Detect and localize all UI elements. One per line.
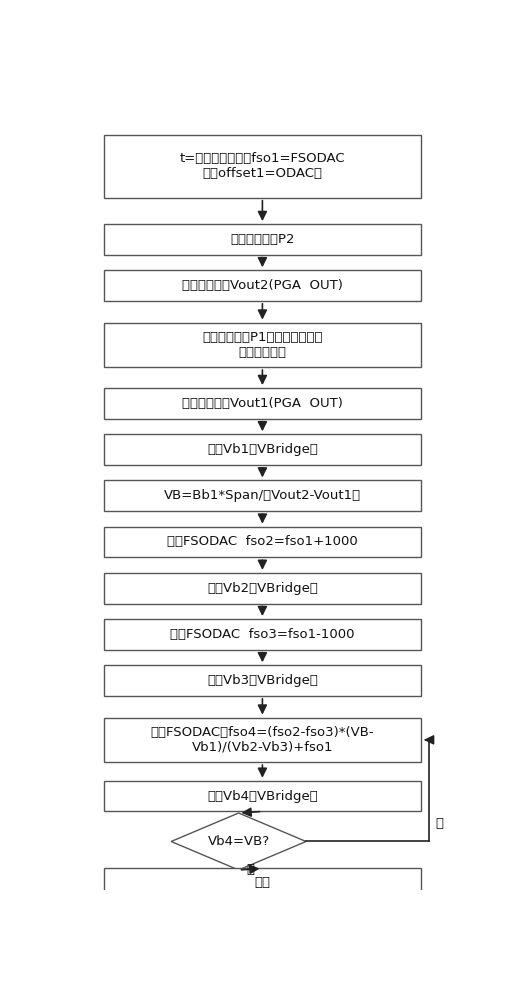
Text: 施加最大压强P2: 施加最大压强P2	[230, 233, 294, 246]
Text: 测量Vb1（VBridge）: 测量Vb1（VBridge）	[207, 443, 318, 456]
FancyBboxPatch shape	[103, 781, 421, 811]
Text: 写入FSODAC，fso4=(fso2-fso3)*(VB-
Vb1)/(Vb2-Vb3)+fso1: 写入FSODAC，fso4=(fso2-fso3)*(VB- Vb1)/(Vb2…	[151, 726, 374, 754]
FancyBboxPatch shape	[103, 665, 421, 696]
Text: 测量Vb4（VBridge）: 测量Vb4（VBridge）	[207, 790, 318, 803]
FancyBboxPatch shape	[103, 718, 421, 762]
FancyBboxPatch shape	[103, 480, 421, 511]
Text: 测量Vb3（VBridge）: 测量Vb3（VBridge）	[207, 674, 318, 687]
FancyBboxPatch shape	[103, 527, 421, 557]
FancyBboxPatch shape	[103, 224, 421, 255]
FancyBboxPatch shape	[103, 323, 421, 367]
Text: VB=Bb1*Span/（Vout2-Vout1）: VB=Bb1*Span/（Vout2-Vout1）	[164, 489, 361, 502]
Text: 完成: 完成	[254, 876, 270, 889]
Polygon shape	[171, 813, 306, 870]
Text: 是: 是	[246, 863, 254, 876]
Text: 否: 否	[435, 817, 443, 830]
FancyBboxPatch shape	[103, 388, 421, 419]
Text: t=当前温度索引，fso1=FSODAC
值，offset1=ODAC值: t=当前温度索引，fso1=FSODAC 值，offset1=ODAC值	[180, 152, 345, 180]
Text: 写入FSODAC  fso2=fso1+1000: 写入FSODAC fso2=fso1+1000	[167, 535, 358, 548]
Text: 测量Vb2（VBridge）: 测量Vb2（VBridge）	[207, 582, 318, 595]
FancyBboxPatch shape	[103, 573, 421, 604]
Text: 施加最小压强P1（以下测试均在
最小压强下）: 施加最小压强P1（以下测试均在 最小压强下）	[202, 331, 323, 359]
FancyBboxPatch shape	[103, 868, 421, 896]
FancyBboxPatch shape	[103, 434, 421, 465]
Text: 测量输出电压Vout2(PGA  OUT): 测量输出电压Vout2(PGA OUT)	[182, 279, 343, 292]
FancyBboxPatch shape	[103, 135, 421, 198]
Text: Vb4=VB?: Vb4=VB?	[207, 835, 270, 848]
FancyBboxPatch shape	[103, 270, 421, 301]
FancyBboxPatch shape	[103, 619, 421, 650]
Text: 测量输出电压Vout1(PGA  OUT): 测量输出电压Vout1(PGA OUT)	[182, 397, 343, 410]
Text: 写入FSODAC  fso3=fso1-1000: 写入FSODAC fso3=fso1-1000	[170, 628, 355, 641]
